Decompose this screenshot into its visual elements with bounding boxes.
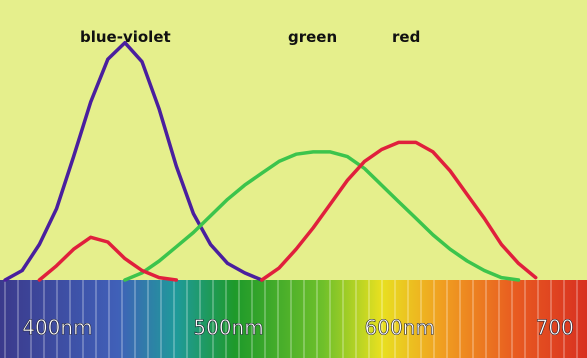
legend-label: green	[288, 28, 337, 46]
legend-label: red	[392, 28, 420, 46]
x-tick-label: 500nm	[193, 316, 263, 340]
x-tick-label: 400nm	[22, 316, 92, 340]
x-tick-label: 700	[536, 316, 574, 340]
legend-label: blue-violet	[80, 28, 171, 46]
chart: blue-violet green red 400nm 500nm 600nm 700	[0, 0, 587, 358]
x-tick-label: 600nm	[365, 316, 435, 340]
